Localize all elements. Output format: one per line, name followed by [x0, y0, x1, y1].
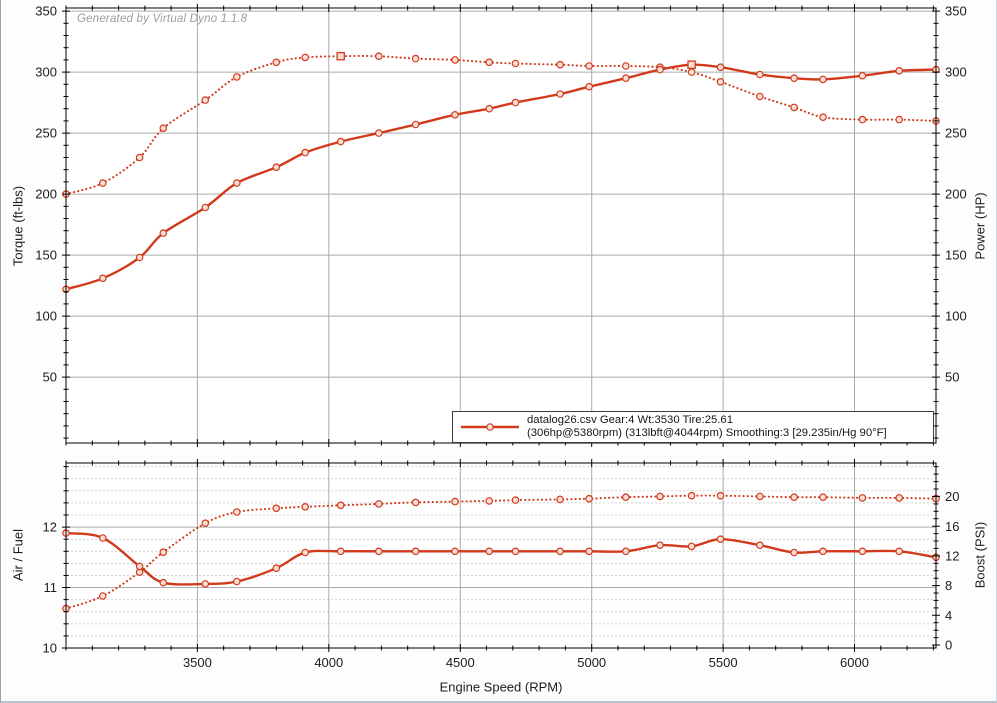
svg-text:5000: 5000 — [577, 655, 606, 670]
legend-sample-glyph — [461, 423, 519, 431]
svg-text:300: 300 — [35, 65, 57, 80]
svg-text:8: 8 — [945, 578, 952, 593]
svg-text:10: 10 — [43, 641, 57, 656]
svg-text:4500: 4500 — [446, 655, 475, 670]
svg-text:300: 300 — [945, 65, 967, 80]
svg-text:4000: 4000 — [314, 655, 343, 670]
boost-axis-title: Boost (PSI) — [972, 521, 988, 589]
legend-box: datalog26.csv Gear:4 Wt:3530 Tire:25.61 … — [452, 411, 934, 443]
legend-text-block: datalog26.csv Gear:4 Wt:3530 Tire:25.61 … — [527, 414, 887, 441]
svg-text:12: 12 — [945, 548, 959, 563]
power-axis-title: Power (HP) — [972, 192, 988, 260]
svg-text:200: 200 — [35, 187, 57, 202]
svg-text:250: 250 — [945, 126, 967, 141]
legend-run-info: datalog26.csv Gear:4 Wt:3530 Tire:25.61 — [527, 413, 733, 426]
svg-text:150: 150 — [35, 248, 57, 263]
svg-text:16: 16 — [945, 519, 959, 534]
svg-text:350: 350 — [35, 4, 57, 19]
generator-watermark: Generated by Virtual Dyno 1.1.8 — [77, 13, 248, 25]
svg-text:12: 12 — [43, 520, 57, 535]
svg-text:0: 0 — [945, 638, 952, 653]
svg-text:4: 4 — [945, 608, 952, 623]
svg-text:250: 250 — [35, 126, 57, 141]
svg-text:5500: 5500 — [709, 655, 738, 670]
svg-text:350: 350 — [945, 4, 967, 19]
afr-axis-title: Air / Fuel — [10, 528, 26, 582]
legend-peaks-info: (306hp@5380rpm) (313lbft@4044rpm) Smooth… — [527, 427, 887, 439]
rpm-axis-title: Engine Speed (RPM) — [439, 679, 563, 695]
svg-text:50: 50 — [945, 370, 959, 385]
legend-line-sample — [453, 421, 527, 433]
svg-text:100: 100 — [945, 309, 967, 324]
svg-text:150: 150 — [945, 248, 967, 263]
torque-axis-title: Torque (ft-lbs) — [10, 185, 26, 267]
svg-text:6000: 6000 — [840, 655, 869, 670]
svg-text:3500: 3500 — [183, 655, 212, 670]
svg-text:11: 11 — [44, 580, 58, 595]
svg-text:50: 50 — [43, 370, 57, 385]
svg-text:200: 200 — [945, 187, 967, 202]
svg-text:20: 20 — [945, 489, 959, 504]
svg-text:100: 100 — [35, 309, 57, 324]
